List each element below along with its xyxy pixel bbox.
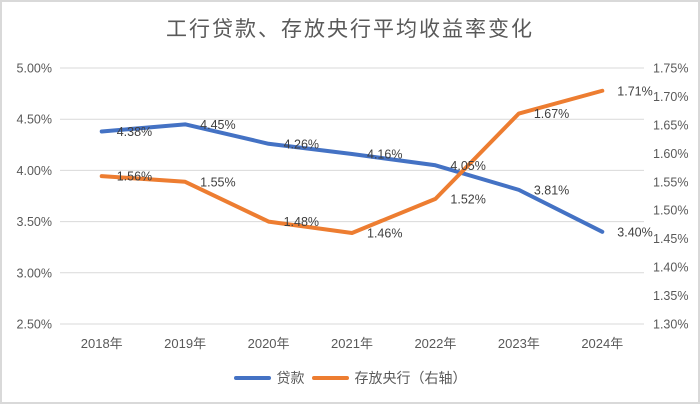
left-axis-tick-label: 3.50% <box>17 215 52 229</box>
right-axis-tick-label: 1.50% <box>653 204 688 218</box>
data-label-central-bank-deposits: 1.52% <box>450 192 485 206</box>
x-axis-tick-label: 2019年 <box>164 336 206 351</box>
right-axis-tick-label: 1.45% <box>653 232 688 246</box>
left-axis-tick-label: 5.00% <box>17 62 52 76</box>
data-label-central-bank-deposits: 1.55% <box>200 175 235 189</box>
x-axis-tick-label: 2022年 <box>414 336 456 351</box>
data-label-central-bank-deposits: 1.71% <box>617 84 652 98</box>
right-axis-tick-label: 1.30% <box>653 318 688 332</box>
data-label-central-bank-deposits: 1.67% <box>534 107 569 121</box>
right-axis-tick-label: 1.70% <box>653 90 688 104</box>
data-label-loans: 4.16% <box>367 148 402 162</box>
right-axis-tick-label: 1.60% <box>653 147 688 161</box>
right-axis-tick-label: 1.40% <box>653 261 688 275</box>
left-axis-tick-label: 4.00% <box>17 164 52 178</box>
x-axis-tick-label: 2024年 <box>581 336 623 351</box>
left-axis-tick-label: 4.50% <box>17 113 52 127</box>
data-label-central-bank-deposits: 1.48% <box>284 215 319 229</box>
x-axis-tick-label: 2021年 <box>331 336 373 351</box>
data-label-central-bank-deposits: 1.56% <box>117 170 152 184</box>
right-axis-tick-label: 1.75% <box>653 62 688 76</box>
series-line-loans <box>99 122 605 234</box>
data-label-loans: 4.45% <box>200 118 235 132</box>
data-label-loans: 4.38% <box>117 125 152 139</box>
data-label-loans: 3.40% <box>617 225 652 239</box>
x-axis-tick-label: 2023年 <box>498 336 540 351</box>
data-label-central-bank-deposits: 1.46% <box>367 226 402 240</box>
right-axis-tick-label: 1.65% <box>653 118 688 132</box>
legend-label-central-bank-deposits: 存放央行（右轴） <box>354 370 467 386</box>
legend-label-loans: 贷款 <box>276 370 305 386</box>
chart-legend: 贷款 存放央行（右轴） <box>2 368 698 388</box>
left-axis-tick-label: 2.50% <box>17 318 52 332</box>
series-line-central-bank-deposits <box>99 88 605 235</box>
right-axis-tick-label: 1.35% <box>653 289 688 303</box>
legend-line-swatch-loans <box>233 376 271 380</box>
left-axis-tick-label: 3.00% <box>17 266 52 280</box>
x-axis-tick-label: 2020年 <box>248 336 290 351</box>
x-axis-tick-label: 2018年 <box>81 336 123 351</box>
legend-item-central-bank-deposits: 存放央行（右轴） <box>311 368 467 388</box>
data-label-loans: 4.05% <box>450 159 485 173</box>
data-label-loans: 3.81% <box>534 183 569 197</box>
right-axis-tick-label: 1.55% <box>653 175 688 189</box>
legend-item-loans: 贷款 <box>233 368 305 388</box>
data-label-loans: 4.26% <box>284 137 319 151</box>
chart-title: 工行贷款、存放央行平均收益率变化 <box>166 18 534 41</box>
legend-line-swatch-central-bank-deposits <box>311 376 349 380</box>
